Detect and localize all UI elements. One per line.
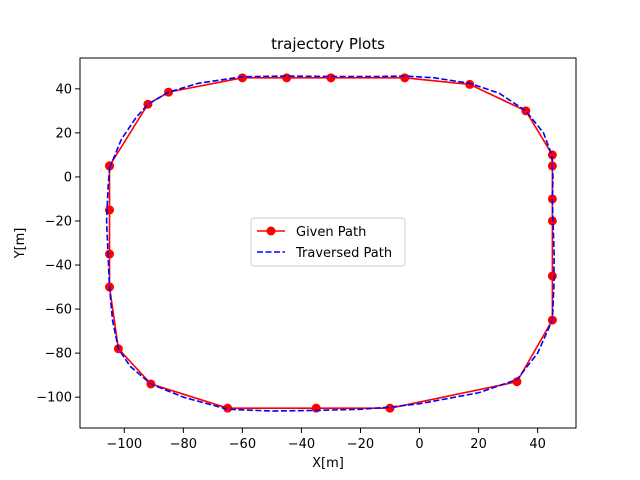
data-point-given-path bbox=[400, 73, 410, 83]
chart-title: trajectory Plots bbox=[271, 35, 385, 53]
plot-frame bbox=[79, 57, 577, 429]
legend-label-traversed-path: Traversed Path bbox=[295, 246, 392, 261]
y-tick-label: 40 bbox=[55, 82, 72, 97]
data-point-given-path bbox=[282, 73, 292, 83]
data-point-given-path bbox=[326, 73, 336, 83]
x-tick-label: −80 bbox=[170, 437, 197, 452]
series-layer bbox=[105, 73, 557, 413]
legend-marker-given-path bbox=[266, 226, 276, 236]
x-tick-label: 0 bbox=[415, 437, 423, 452]
legend: Given Path Traversed Path bbox=[250, 217, 406, 267]
y-axis-label: Y[m] bbox=[13, 228, 28, 260]
data-point-given-path bbox=[512, 377, 522, 387]
data-point-given-path bbox=[237, 73, 247, 83]
x-tick-label: −20 bbox=[347, 437, 374, 452]
y-tick-label: −40 bbox=[45, 259, 72, 274]
x-tick-label: 20 bbox=[470, 437, 487, 452]
series-line-traversed-path bbox=[105, 75, 555, 412]
data-point-given-path bbox=[385, 403, 395, 413]
y-tick-label: 20 bbox=[55, 126, 72, 141]
data-point-given-path bbox=[311, 403, 321, 413]
y-tick-label: 0 bbox=[64, 170, 72, 185]
data-point-given-path bbox=[465, 79, 475, 89]
x-axis-label: X[m] bbox=[312, 456, 344, 471]
data-point-given-path bbox=[223, 403, 233, 413]
y-tick-label: −20 bbox=[45, 214, 72, 229]
data-point-given-path bbox=[105, 249, 115, 259]
x-tick-label: 40 bbox=[529, 437, 546, 452]
x-axis-ticks: −100 −80 −60 −40 −20 0 20 40 bbox=[106, 428, 546, 452]
x-tick-label: −40 bbox=[288, 437, 315, 452]
x-tick-label: −100 bbox=[106, 437, 142, 452]
legend-label-given-path: Given Path bbox=[296, 225, 366, 240]
y-tick-label: −80 bbox=[45, 347, 72, 362]
legend-box bbox=[250, 217, 406, 267]
y-tick-label: −60 bbox=[45, 303, 72, 318]
y-tick-label: −100 bbox=[36, 391, 72, 406]
y-axis-ticks: −100 −80 −60 −40 −20 0 20 40 bbox=[36, 82, 80, 406]
data-point-given-path bbox=[547, 271, 557, 281]
x-tick-label: −60 bbox=[229, 437, 256, 452]
